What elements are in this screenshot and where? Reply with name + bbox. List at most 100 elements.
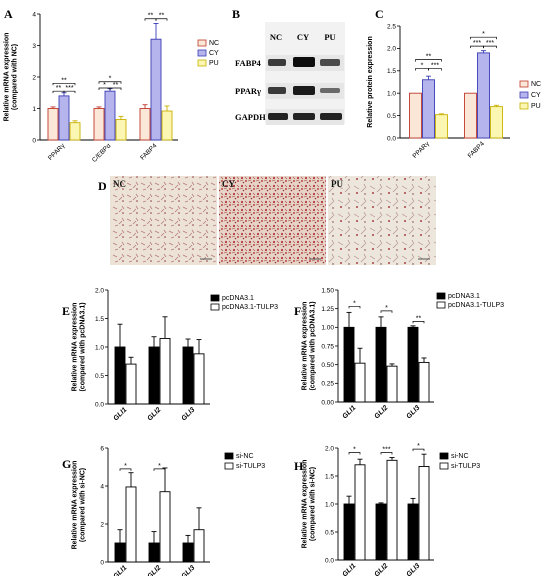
panel-label-h: H bbox=[294, 459, 304, 473]
legend-label: PU bbox=[531, 103, 541, 110]
y-axis-title: Relative mRNA expression(compared with N… bbox=[4, 33, 19, 122]
panel-label-a: A bbox=[4, 7, 13, 21]
y-axis-title: Relative mRNA expression(compared with s… bbox=[302, 460, 317, 549]
significance-bracket bbox=[380, 310, 393, 313]
band-gapdh-pu bbox=[320, 113, 342, 120]
legend-swatch bbox=[519, 91, 529, 99]
micrograph-label-pu: PU bbox=[331, 179, 343, 189]
band-ppar-pu bbox=[320, 88, 340, 93]
bar-pcdna3-1 bbox=[114, 346, 126, 405]
legend-swatch bbox=[197, 39, 207, 47]
y-tick-label: 2.0 bbox=[325, 445, 334, 452]
legend-label: si-TULP3 bbox=[451, 463, 480, 470]
panel-label-f: F bbox=[294, 304, 301, 318]
y-tick-label: 0 bbox=[100, 559, 104, 566]
significance-bracket bbox=[348, 452, 361, 455]
bar-pu bbox=[435, 114, 448, 139]
blot-lane-nc: NC bbox=[270, 32, 282, 42]
y-tick-label: 0 bbox=[32, 137, 36, 144]
significance-bracket bbox=[483, 45, 497, 49]
significance-label: ** bbox=[159, 13, 165, 20]
bar-pcdna3-1-tulp3 bbox=[193, 353, 205, 405]
bar-pu bbox=[161, 110, 173, 141]
band-gapdh-cy bbox=[293, 113, 315, 120]
significance-label: ** bbox=[113, 82, 119, 89]
legend-swatch bbox=[439, 452, 449, 460]
legend-label: pcDNA3.1-TULP3 bbox=[222, 304, 278, 311]
bar-si-tulp3 bbox=[125, 486, 137, 563]
bar-nc bbox=[93, 108, 105, 141]
bar-si-nc bbox=[407, 503, 419, 561]
panel-label-d: D bbox=[98, 179, 107, 193]
chart-a-mrna-expression: 0 1 2 3 4 Relative mRNA expression(compared w… bbox=[4, 11, 220, 164]
significance-bracket bbox=[155, 18, 168, 21]
band-ppar-cy bbox=[293, 86, 315, 95]
x-category-label: GLI2 bbox=[373, 404, 389, 420]
chart-g-gli-knockdown: 0 2 4 6 Relative mRNA expression(compared wi… bbox=[72, 445, 266, 576]
bar-pcdna3-1-tulp3 bbox=[159, 338, 171, 405]
significance-bracket bbox=[153, 468, 166, 471]
y-tick-label: 0.0 bbox=[95, 401, 104, 408]
legend-swatch bbox=[210, 294, 220, 302]
band-gapdh-nc bbox=[268, 113, 288, 120]
y-tick-label: 0.75 bbox=[321, 343, 334, 350]
bar-cy bbox=[422, 79, 435, 139]
significance-label: ** bbox=[416, 315, 422, 322]
bar-cy bbox=[150, 38, 162, 141]
x-category-label: GLI2 bbox=[373, 562, 389, 576]
x-category-label: GLI1 bbox=[112, 406, 128, 422]
y-tick-label: 1 bbox=[32, 106, 36, 113]
significance-label: * bbox=[124, 463, 127, 470]
significance-label: ** bbox=[426, 54, 432, 61]
significance-label: * bbox=[103, 82, 106, 89]
y-tick-label: 1.0 bbox=[95, 344, 104, 351]
micrograph-label-nc: NC bbox=[113, 179, 126, 189]
legend-label: NC bbox=[531, 81, 541, 88]
significance-bracket bbox=[63, 90, 76, 94]
bar-pcdna3-1 bbox=[407, 326, 419, 403]
legend-label: CY bbox=[531, 92, 541, 99]
y-tick-label: 0.0 bbox=[325, 557, 334, 564]
panel-label-g: G bbox=[62, 457, 71, 471]
legend-swatch bbox=[224, 452, 234, 460]
bar-pcdna3-1 bbox=[182, 346, 194, 405]
micrograph-nc bbox=[110, 176, 217, 265]
bar-pcdna3-1-tulp3 bbox=[386, 365, 398, 403]
band-ppar-nc bbox=[268, 87, 286, 94]
significance-label: * bbox=[353, 446, 356, 453]
y-tick-label: 0.5 bbox=[95, 373, 104, 380]
y-tick-label: 1.0 bbox=[325, 501, 334, 508]
y-axis-title: Relative mRNA expression(compared with s… bbox=[72, 461, 87, 550]
bar-si-tulp3 bbox=[418, 466, 430, 561]
y-tick-label: 2 bbox=[100, 521, 104, 528]
significance-label: * bbox=[385, 305, 388, 312]
bar-si-tulp3 bbox=[193, 529, 205, 563]
y-tick-label: 1.5 bbox=[95, 316, 104, 323]
legend-swatch bbox=[436, 301, 446, 309]
x-category-label: GLI2 bbox=[146, 406, 162, 422]
x-category-label: FABP4 bbox=[139, 142, 159, 162]
bar-cy bbox=[477, 52, 490, 139]
x-category-label: GLI3 bbox=[405, 562, 421, 576]
bar-si-nc bbox=[375, 503, 387, 561]
bar-si-nc bbox=[343, 503, 355, 561]
bar-si-nc bbox=[114, 542, 126, 563]
chart-h-gli-knockdown: 0.0 0.5 1.0 1.5 2.0 Relative mRNA expression(… bbox=[302, 443, 481, 576]
y-axis-title: Relative mRNA expression(compared with p… bbox=[72, 302, 87, 391]
micrograph-label-cy: CY bbox=[222, 179, 235, 189]
bar-nc bbox=[409, 92, 422, 139]
significance-label: ** bbox=[148, 13, 154, 20]
chart-f-gli-overexpression: 0.00 0.25 0.50 0.75 1.00 1.25 1.50 Relative mRN… bbox=[302, 287, 505, 420]
y-tick-label: 0.5 bbox=[387, 113, 396, 120]
significance-label: *** bbox=[486, 40, 494, 47]
y-axis-title: Relative mRNA expression(compared with p… bbox=[302, 301, 317, 390]
blot-lane-cy: CY bbox=[297, 32, 309, 42]
x-category-label: C/EBPα bbox=[91, 142, 113, 164]
y-tick-label: 4 bbox=[32, 11, 36, 18]
legend-swatch bbox=[224, 462, 234, 470]
legend-swatch bbox=[197, 49, 207, 57]
bar-pcdna3-1 bbox=[343, 326, 355, 403]
panel-label-e: E bbox=[62, 304, 70, 318]
bar-pcdna3-1-tulp3 bbox=[354, 362, 366, 403]
